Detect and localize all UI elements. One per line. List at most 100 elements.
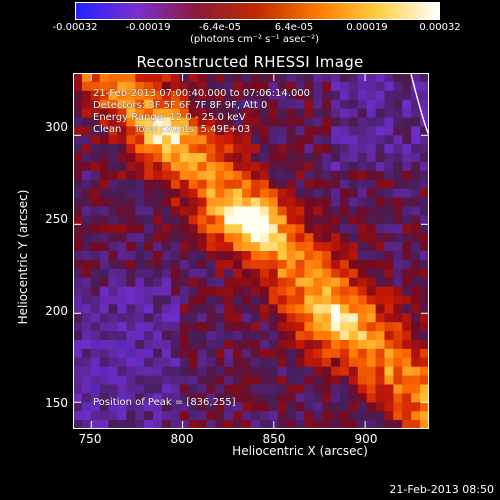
heatmap-cell <box>197 277 207 287</box>
heatmap-cell <box>144 73 154 83</box>
heatmap-cell <box>277 420 287 429</box>
heatmap-cell <box>313 242 323 252</box>
heatmap-cell <box>73 233 83 243</box>
heatmap-cell <box>170 384 181 394</box>
heatmap-cell <box>224 375 234 385</box>
heatmap-cell <box>242 340 252 350</box>
heatmap-cell <box>90 366 101 376</box>
heatmap-cell <box>162 153 172 163</box>
heatmap-cell <box>304 233 314 243</box>
heatmap-cell <box>277 259 287 270</box>
heatmap-cell <box>304 313 314 323</box>
heatmap-cell <box>188 340 198 350</box>
heatmap-cell <box>375 348 385 359</box>
heatmap-cell <box>366 170 376 181</box>
heatmap-cell <box>411 375 421 385</box>
heatmap-cell <box>357 304 368 314</box>
y-axis-label: Heliocentric Y (arcsec) <box>16 189 30 325</box>
heatmap-cell <box>348 197 359 207</box>
heatmap-cell <box>197 117 207 127</box>
heatmap-cell <box>179 197 190 207</box>
heatmap-cell <box>268 411 279 421</box>
heatmap-cell <box>259 304 270 314</box>
heatmap-cell <box>366 340 376 350</box>
heatmap-cell <box>126 304 136 314</box>
heatmap-cell <box>233 206 243 216</box>
heatmap-cell <box>313 384 323 394</box>
heatmap-cell <box>206 340 216 350</box>
heatmap-cell <box>348 153 359 163</box>
heatmap-cell <box>277 153 287 163</box>
heatmap-cell <box>215 206 225 216</box>
heatmap-cell <box>295 331 305 341</box>
heatmap-cell <box>108 295 118 305</box>
heatmap-cell <box>117 153 127 163</box>
colorbar-tick-label: 6.4e-05 <box>274 22 314 33</box>
heatmap-cell <box>268 357 279 368</box>
heatmap-cell <box>277 304 287 314</box>
heatmap-cell <box>215 277 225 287</box>
heatmap-cell <box>304 117 314 127</box>
heatmap-cell <box>322 357 332 368</box>
heatmap-cell <box>286 73 296 83</box>
heatmap-cell <box>268 170 279 181</box>
heatmap-cell <box>322 108 332 118</box>
heatmap-cell <box>420 215 429 225</box>
heatmap-cell <box>99 420 109 429</box>
heatmap-cell <box>393 197 403 207</box>
heatmap-cell <box>313 268 323 279</box>
heatmap-cell <box>179 90 190 101</box>
heatmap-cell <box>90 348 101 359</box>
heatmap-cell <box>135 233 145 243</box>
heatmap-cell <box>215 384 225 394</box>
heatmap-cell <box>224 348 234 359</box>
heatmap-cell <box>411 197 421 207</box>
heatmap-cell <box>179 206 190 216</box>
heatmap-cell <box>340 375 350 385</box>
heatmap-cell <box>384 233 394 243</box>
heatmap-cell <box>162 348 172 359</box>
heatmap-cell <box>179 99 190 109</box>
heatmap-cell <box>206 188 216 198</box>
heatmap-cell <box>286 99 296 109</box>
heatmap-cell <box>331 215 341 225</box>
heatmap-cell <box>153 331 163 341</box>
heatmap-cell <box>144 233 154 243</box>
heatmap-cell <box>90 357 101 368</box>
heatmap-cell <box>295 215 305 225</box>
heatmap-cell <box>99 375 109 385</box>
heatmap-cell <box>259 73 270 83</box>
heatmap-cell <box>108 215 118 225</box>
heatmap-cell <box>224 162 234 172</box>
heatmap-cell <box>135 144 145 154</box>
heatmap-cell <box>313 304 323 314</box>
heatmap-cell <box>99 233 109 243</box>
heatmap-cell <box>206 411 216 421</box>
heatmap-cell <box>259 224 270 234</box>
heatmap-cell <box>313 313 323 323</box>
heatmap-cell <box>295 162 305 172</box>
heatmap-cell <box>304 170 314 181</box>
heatmap-cell <box>277 117 287 127</box>
heatmap-cell <box>304 126 314 136</box>
heatmap-cell <box>384 313 394 323</box>
heatmap-cell <box>384 179 394 190</box>
heatmap-cell <box>384 90 394 101</box>
heatmap-cell <box>251 348 261 359</box>
heatmap-cell <box>224 251 234 261</box>
heatmap-cell <box>322 99 332 109</box>
heatmap-cell <box>357 108 368 118</box>
heatmap-cell <box>90 313 101 323</box>
heatmap-cell <box>197 73 207 83</box>
heatmap-cell <box>393 340 403 350</box>
heatmap-cell <box>340 277 350 287</box>
heatmap-cell <box>375 393 385 403</box>
heatmap-cell <box>73 357 83 368</box>
heatmap-cell <box>402 420 412 429</box>
heatmap-cell <box>420 197 429 207</box>
heatmap-cell <box>277 251 287 261</box>
heatmap-cell <box>348 99 359 109</box>
heatmap-cell <box>357 340 368 350</box>
heatmap-cell <box>393 108 403 118</box>
heatmap-cell <box>313 375 323 385</box>
